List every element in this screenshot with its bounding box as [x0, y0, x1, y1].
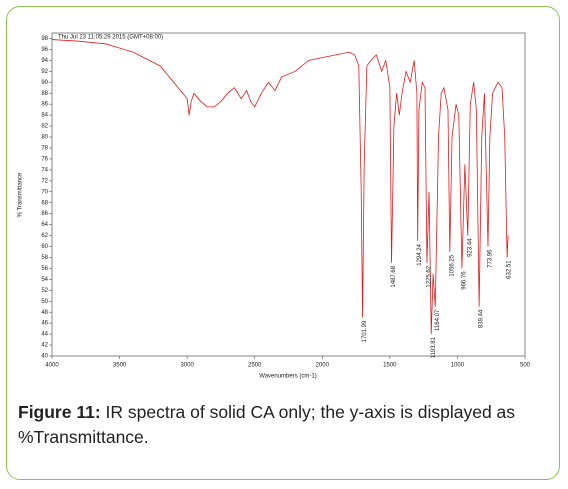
peak-label: 1225.62 — [427, 265, 433, 287]
spectrum-line — [51, 39, 509, 335]
y-tick-label: 48 — [41, 310, 48, 316]
y-tick-label: 64 — [41, 222, 48, 228]
header: Thu Jul 23 11:05:29 2015 (GMT+08:00) — [58, 35, 163, 41]
y-tick-label: 62 — [41, 233, 48, 239]
y-axis-label: % Transmittance — [18, 172, 24, 217]
peak-label: 1193.81 — [431, 336, 437, 358]
peak-label: 839.44 — [479, 309, 485, 328]
y-tick-label: 78 — [41, 146, 48, 152]
peak-label: 966.76 — [461, 271, 467, 290]
peak-label: 632.51 — [507, 260, 513, 279]
y-tick-label: 72 — [41, 178, 48, 184]
y-tick-label: 86 — [41, 102, 48, 108]
caption: Figure 11: IR spectra of solid CA only; … — [18, 400, 548, 450]
x-tick-label: 3000 — [180, 363, 194, 369]
y-tick-label: 50 — [41, 299, 48, 305]
x-tick-label: 2000 — [316, 363, 330, 369]
y-tick-label: 84 — [41, 113, 48, 119]
y-tick-label: 54 — [41, 277, 48, 283]
peak-label: 1164.07 — [435, 309, 441, 331]
y-tick-label: 98 — [41, 36, 48, 42]
y-tick-label: 44 — [41, 332, 48, 338]
figure-frame — [6, 6, 560, 480]
y-tick-label: 68 — [41, 200, 48, 206]
y-tick-label: 58 — [41, 255, 48, 261]
peak-label: 923.44 — [467, 238, 473, 257]
x-tick-label: 2500 — [248, 363, 262, 369]
y-tick-label: 82 — [41, 124, 48, 130]
y-tick-label: 40 — [41, 354, 48, 360]
x-tick-label: 1500 — [383, 363, 397, 369]
chart: Thu Jul 23 11:05:29 2015 (GMT+08:00) Wav… — [18, 32, 531, 380]
y-tick-label: 94 — [41, 58, 48, 64]
peak-label: 773.96 — [488, 249, 494, 268]
x-tick-label: 1000 — [451, 363, 465, 369]
x-tick-label: 500 — [520, 363, 531, 369]
y-tick-label: 96 — [41, 47, 48, 53]
y-tick-label: 80 — [41, 135, 48, 141]
y-tick-label: 52 — [41, 288, 48, 294]
y-tick-label: 60 — [41, 244, 48, 250]
y-tick-label: 92 — [41, 69, 48, 75]
caption-label: Figure 11: — [18, 402, 101, 422]
peak-label: 1487.68 — [391, 265, 397, 287]
peak-label: 1701.99 — [362, 320, 368, 342]
y-tick-label: 76 — [41, 156, 48, 162]
peak-label: 1056.25 — [449, 254, 455, 276]
y-tick-label: 46 — [41, 321, 48, 327]
y-tick-label: 56 — [41, 266, 48, 272]
y-tick-label: 74 — [41, 167, 48, 173]
y-tick-label: 90 — [41, 80, 48, 86]
y-tick-label: 42 — [41, 343, 48, 349]
plot-frame — [51, 32, 526, 357]
y-tick-label: 66 — [41, 211, 48, 217]
peak-label: 1294.24 — [417, 243, 423, 265]
y-tick-label: 88 — [41, 91, 48, 97]
x-tick-label: 3500 — [113, 363, 127, 369]
y-tick-label: 70 — [41, 189, 48, 195]
caption-text: IR spectra of solid CA only; the y-axis … — [18, 402, 516, 447]
x-tick-label: 4000 — [45, 363, 59, 369]
x-axis-label: Wavenumbers (cm-1) — [259, 374, 316, 380]
